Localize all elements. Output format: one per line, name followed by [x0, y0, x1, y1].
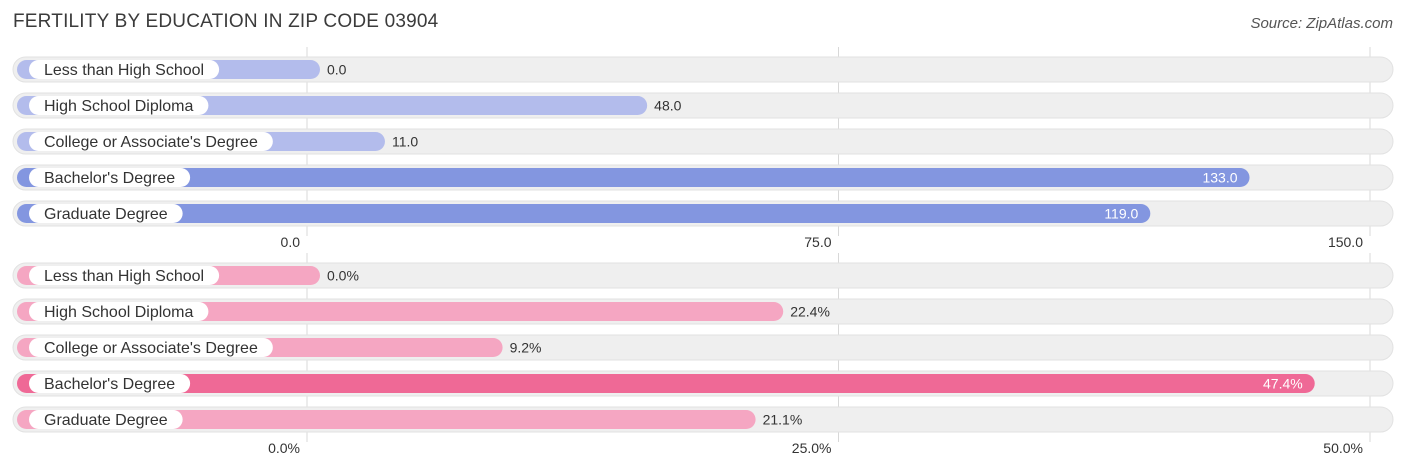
category-pill-graduate-degree: [29, 410, 183, 429]
category-pill-high-school-diploma: [29, 302, 209, 321]
bar-track-less-than-high-school: [12, 262, 1394, 289]
value-label-college-or-associate-s-degree: 9.2%: [510, 340, 542, 356]
category-label-graduate-degree: Graduate Degree: [44, 206, 168, 223]
category-pill-bachelor-s-degree: [29, 168, 191, 187]
category-label-college-or-associate-s-degree: College or Associate's Degree: [44, 134, 258, 151]
value-label-high-school-diploma: 22.4%: [790, 304, 830, 320]
bar-high-school-diploma: [17, 302, 784, 321]
category-pill-graduate-degree: [29, 204, 183, 223]
category-pill-high-school-diploma: [29, 96, 209, 115]
chart-title: FERTILITY BY EDUCATION IN ZIP CODE 03904: [13, 11, 439, 32]
category-label-less-than-high-school: Less than High School: [44, 268, 204, 285]
value-label-bachelor-s-degree: 47.4%: [1263, 376, 1303, 392]
category-pill-bachelor-s-degree: [29, 374, 191, 393]
tick-label-1: 75.0: [804, 234, 831, 250]
bar-bachelor-s-degree: [17, 168, 1250, 187]
bar-bachelor-s-degree: [17, 374, 1315, 393]
tick-label-1: 25.0%: [792, 440, 832, 456]
source-credit: Source: ZipAtlas.com: [1250, 15, 1393, 32]
tick-label-2: 150.0: [1328, 234, 1363, 250]
value-label-graduate-degree: 21.1%: [763, 412, 803, 428]
value-label-bachelor-s-degree: 133.0: [1202, 170, 1237, 186]
bar-track-less-than-high-school: [12, 56, 1394, 83]
fertility-percent-chart: Less than High School 0.0% High School Dip…: [12, 253, 1394, 456]
category-label-less-than-high-school: Less than High School: [44, 62, 204, 79]
category-label-high-school-diploma: High School Diploma: [44, 98, 194, 115]
bar-graduate-degree: [17, 204, 1151, 223]
category-label-bachelor-s-degree: Bachelor's Degree: [44, 376, 175, 393]
category-label-college-or-associate-s-degree: College or Associate's Degree: [44, 340, 258, 357]
category-pill-less-than-high-school: [29, 266, 220, 285]
category-label-high-school-diploma: High School Diploma: [44, 304, 194, 321]
bar-graduate-degree: [17, 410, 756, 429]
fertility-count-chart: Less than High School 0.0 High School Dipl…: [12, 47, 1394, 250]
value-label-less-than-high-school: 0.0%: [327, 268, 359, 284]
value-label-college-or-associate-s-degree: 11.0: [392, 134, 418, 150]
tick-label-0: 0.0%: [268, 440, 300, 456]
category-label-graduate-degree: Graduate Degree: [44, 412, 168, 429]
category-label-bachelor-s-degree: Bachelor's Degree: [44, 170, 175, 187]
category-pill-less-than-high-school: [29, 60, 220, 79]
tick-label-2: 50.0%: [1323, 440, 1363, 456]
category-pill-college-or-associate-s-degree: [29, 132, 273, 151]
category-pill-college-or-associate-s-degree: [29, 338, 273, 357]
value-label-less-than-high-school: 0.0: [327, 62, 347, 78]
value-label-high-school-diploma: 48.0: [654, 98, 681, 114]
value-label-graduate-degree: 119.0: [1104, 206, 1138, 222]
tick-label-0: 0.0: [281, 234, 301, 250]
